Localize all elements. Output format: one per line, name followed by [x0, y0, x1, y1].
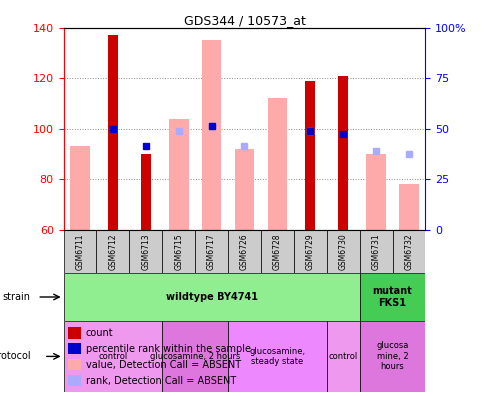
Text: GSM6731: GSM6731: [371, 233, 380, 270]
Text: glucosamine,
steady state: glucosamine, steady state: [249, 347, 305, 366]
Text: wildtype BY4741: wildtype BY4741: [165, 292, 257, 302]
Text: GSM6715: GSM6715: [174, 233, 183, 270]
Text: GSM6726: GSM6726: [240, 233, 248, 270]
Text: GSM6732: GSM6732: [404, 233, 413, 270]
Bar: [261, 230, 293, 273]
Bar: [168, 118, 188, 230]
Bar: [293, 230, 326, 273]
Bar: [141, 154, 150, 230]
Text: GSM6717: GSM6717: [207, 233, 216, 270]
Bar: [338, 76, 347, 230]
Bar: [108, 35, 118, 230]
Bar: [234, 149, 254, 230]
Text: GSM6728: GSM6728: [272, 233, 281, 270]
Text: GSM6729: GSM6729: [305, 233, 314, 270]
Text: control: control: [328, 352, 357, 361]
Bar: [398, 184, 418, 230]
Text: glucosa
mine, 2
hours: glucosa mine, 2 hours: [376, 341, 408, 371]
Text: GSM6713: GSM6713: [141, 233, 150, 270]
Text: control: control: [98, 352, 127, 361]
Text: glucosamine, 2 hours: glucosamine, 2 hours: [150, 352, 240, 361]
Text: GSM6711: GSM6711: [75, 233, 84, 270]
Bar: [326, 230, 359, 273]
Text: rank, Detection Call = ABSENT: rank, Detection Call = ABSENT: [85, 375, 235, 386]
Title: GDS344 / 10573_at: GDS344 / 10573_at: [183, 13, 305, 27]
Text: value, Detection Call = ABSENT: value, Detection Call = ABSENT: [85, 360, 240, 370]
Text: strain: strain: [2, 292, 31, 302]
Bar: [227, 230, 261, 273]
Bar: [326, 321, 359, 392]
Bar: [63, 321, 162, 392]
Bar: [305, 81, 315, 230]
Bar: [129, 230, 162, 273]
Bar: [162, 321, 227, 392]
Bar: [195, 230, 227, 273]
Bar: [162, 230, 195, 273]
Bar: [366, 154, 385, 230]
Bar: [359, 230, 392, 273]
Text: protocol: protocol: [0, 351, 31, 362]
Text: GSM6730: GSM6730: [338, 233, 347, 270]
Bar: [63, 273, 359, 321]
Bar: [96, 230, 129, 273]
Bar: [202, 40, 221, 230]
Text: percentile rank within the sample: percentile rank within the sample: [85, 344, 250, 354]
Bar: [267, 98, 286, 230]
Bar: [359, 273, 425, 321]
Bar: [63, 230, 96, 273]
Bar: [359, 321, 425, 392]
Text: count: count: [85, 328, 113, 338]
Text: GSM6712: GSM6712: [108, 233, 117, 270]
Bar: [227, 321, 326, 392]
Bar: [392, 230, 425, 273]
Text: mutant
FKS1: mutant FKS1: [372, 286, 411, 308]
Bar: [70, 147, 90, 230]
